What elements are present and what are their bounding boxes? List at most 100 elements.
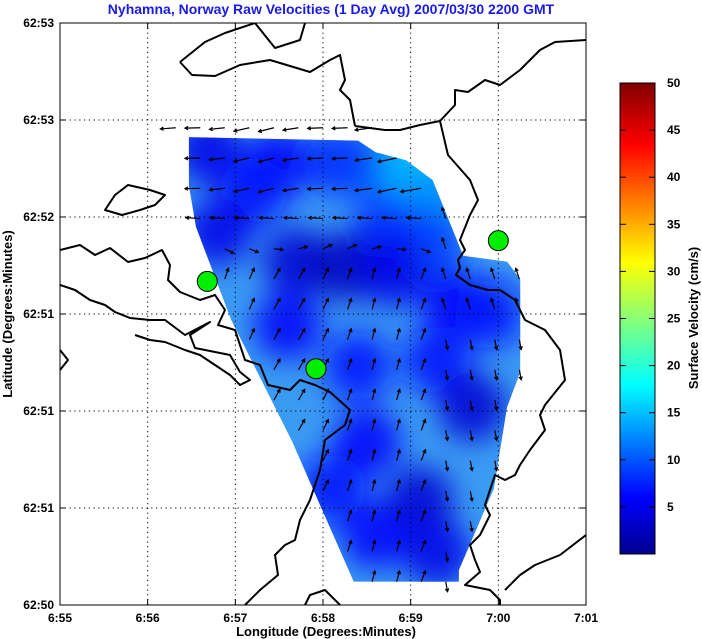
velocity-arrow: [371, 297, 377, 310]
velocity-arrow: [297, 388, 306, 401]
velocity-arrow: [257, 127, 275, 134]
velocity-arrow: [396, 478, 401, 492]
y-axis-label: Latitude (Degrees:Minutes): [0, 230, 15, 398]
y-tick-label: 62:51: [23, 501, 54, 515]
axis-ticks: [59, 22, 587, 606]
velocity-arrow: [208, 126, 225, 132]
velocity-arrow: [273, 357, 281, 371]
velocity-arrow: [322, 388, 330, 401]
velocity-arrow: [322, 267, 330, 280]
speed-sample: [188, 137, 244, 186]
velocity-arrow: [232, 127, 250, 133]
y-tick-label: 62:51: [23, 404, 54, 418]
velocity-arrow: [465, 267, 471, 280]
x-tick-label: 6:58: [311, 611, 335, 625]
speed-sample: [341, 501, 410, 570]
velocity-arrow: [371, 388, 377, 401]
velocity-arrow: [396, 297, 401, 310]
coastline-east: [464, 289, 586, 605]
velocity-arrow: [444, 521, 450, 533]
velocity-arrow: [356, 215, 373, 221]
velocity-arrow: [273, 267, 281, 280]
velocity-arrow: [281, 187, 299, 193]
y-tick-label: 62:53: [23, 113, 54, 127]
velocity-arrow: [233, 215, 250, 221]
velocity-arrow: [444, 400, 450, 412]
y-tick-label: 62:50: [23, 598, 54, 612]
velocity-arrow: [281, 127, 299, 132]
velocity-arrow: [420, 357, 427, 371]
velocity-arrow: [396, 247, 407, 252]
velocity-arrow: [371, 509, 377, 522]
velocity-arrow: [282, 215, 299, 221]
velocity-arrow: [514, 297, 520, 310]
velocity-arrow: [371, 418, 377, 431]
velocity-arrow: [297, 327, 306, 340]
velocity-arrow: [224, 248, 235, 255]
velocity-arrow: [347, 243, 358, 250]
x-tick-label: 6:55: [48, 611, 72, 625]
velocity-arrow: [353, 187, 373, 193]
velocity-arrow: [208, 157, 225, 162]
velocity-arrow: [322, 448, 330, 461]
y-tick-label: 62:53: [23, 16, 54, 30]
station-marker: [196, 270, 218, 292]
colorbar-tick-label: 45: [667, 123, 681, 137]
coastline-northeast: [439, 39, 586, 291]
velocity-arrow: [297, 418, 306, 431]
speed-sample: [402, 518, 471, 582]
grid-lines: [60, 23, 586, 605]
velocity-arrow: [465, 297, 471, 310]
velocity-arrow: [444, 339, 450, 351]
chart-title: Nyhamna, Norway Raw Velocities (1 Day Av…: [108, 1, 555, 17]
velocity-arrow: [371, 267, 377, 280]
velocity-arrow: [514, 267, 520, 280]
velocity-arrow: [346, 267, 353, 280]
station-marker: [305, 358, 327, 380]
velocity-arrow: [493, 400, 499, 412]
velocity-arrow: [297, 297, 306, 310]
velocity-arrow: [371, 327, 377, 340]
velocity-arrow: [306, 126, 324, 131]
velocity-arrow: [248, 267, 256, 280]
velocity-arrow: [248, 327, 256, 340]
velocity-arrow: [469, 339, 474, 351]
velocity-arrow: [346, 448, 353, 461]
velocity-arrow: [396, 509, 401, 522]
velocity-arrow: [420, 327, 427, 340]
velocity-arrow: [396, 357, 401, 371]
speed-sample: [359, 239, 428, 308]
velocity-arrow: [469, 369, 474, 382]
velocity-arrow: [346, 388, 353, 401]
velocity-arrow: [420, 297, 427, 310]
velocity-arrow: [297, 267, 306, 280]
colorbar-tick-label: 10: [667, 453, 681, 467]
velocity-arrow: [371, 478, 377, 492]
velocity-arrow: [273, 327, 281, 340]
velocity-arrow: [322, 243, 334, 250]
velocity-arrow: [371, 448, 377, 461]
velocity-arrow: [444, 490, 450, 503]
velocity-arrow: [330, 156, 348, 161]
velocity-vectors: [159, 125, 523, 593]
velocity-arrow: [444, 551, 450, 563]
velocity-arrow: [232, 187, 250, 194]
velocity-arrow: [273, 297, 281, 310]
x-axis: 6:55 6:56 6:57 6:58 6:59 7:00 7:01 Longi…: [48, 611, 598, 639]
velocity-arrow: [396, 569, 401, 582]
velocity-arrow: [346, 357, 353, 371]
coastline-north-island: [179, 23, 441, 131]
velocity-arrow: [183, 156, 201, 161]
velocity-arrow: [420, 569, 427, 582]
coastline: [60, 23, 586, 605]
velocity-arrow: [330, 186, 348, 192]
velocity-arrow: [371, 245, 383, 250]
velocity-arrow: [469, 460, 474, 472]
colorbar-tick-label: 15: [667, 406, 681, 420]
velocity-arrow: [331, 215, 348, 221]
velocity-arrow: [224, 267, 230, 280]
velocity-arrow: [258, 215, 274, 221]
colorbar-tick-label: 5: [667, 500, 674, 514]
velocity-arrow: [353, 157, 373, 163]
velocity-arrow: [444, 430, 450, 442]
